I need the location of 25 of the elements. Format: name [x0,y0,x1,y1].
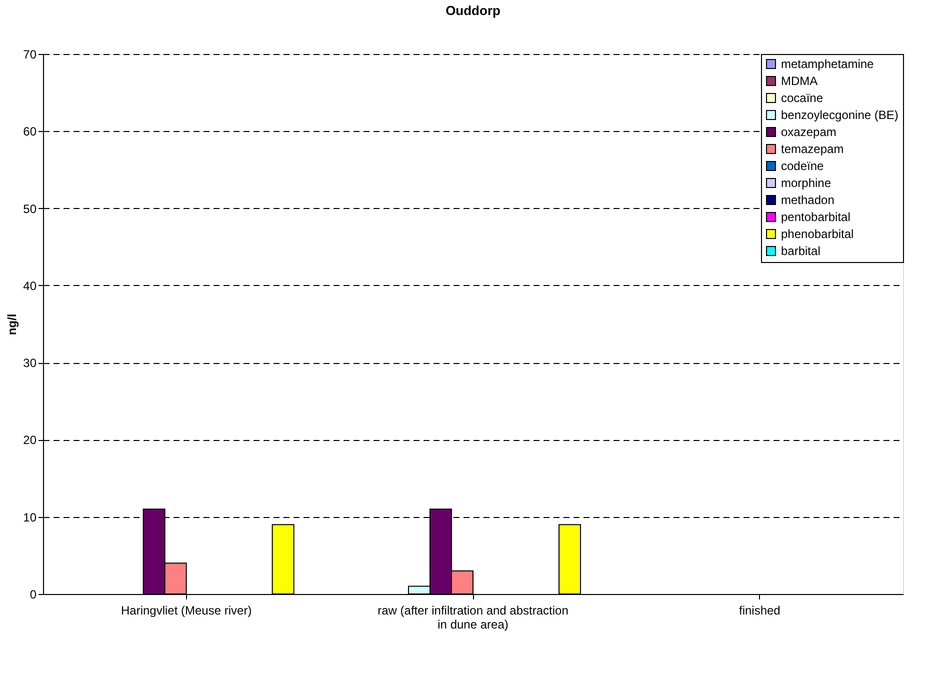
legend-label: morphine [781,176,832,190]
y-tick-label: 0 [30,588,37,602]
x-tick-label: finished [738,604,780,618]
y-tick-label: 20 [23,433,37,448]
legend-label: metamphetamine [781,57,874,71]
chart-title: Ouddorp [446,3,500,18]
y-axis-title: ng/l [5,314,20,336]
legend-label: oxazepam [781,125,836,139]
y-tick-label: 60 [23,124,37,139]
legend-label: barbital [781,244,820,258]
x-tick-label: Haringvliet (Meuse river) [120,604,252,618]
legend-label: codeïne [781,159,824,173]
legend-label: MDMA [781,74,818,88]
y-tick-label: 70 [23,48,37,62]
legend-label: benzoylecgonine (BE) [781,108,898,122]
legend-label: pentobarbital [781,210,850,224]
legend-label: temazepam [781,142,844,156]
y-tick-label: 10 [23,510,37,524]
legend-label: methadon [781,193,834,207]
legend-label: phenobarbital [781,227,854,241]
legend-label: cocaïne [781,91,824,105]
y-tick-label: 40 [23,278,37,293]
y-tick-label: 30 [23,356,37,370]
y-tick-label: 50 [23,202,37,216]
x-tick-label: raw (after infiltration and abstraction in dune area) [378,604,568,632]
